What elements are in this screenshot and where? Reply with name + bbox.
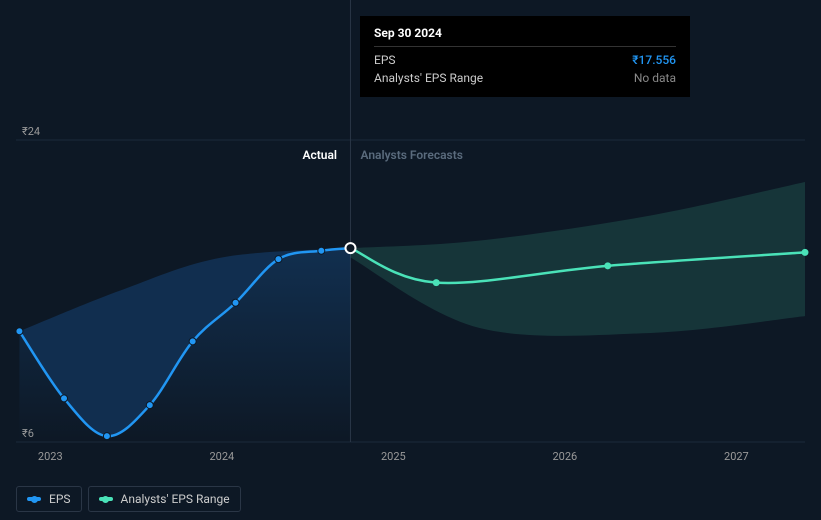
tooltip-date: Sep 30 2024 [374, 26, 676, 47]
actual-section-label: Actual [302, 148, 337, 162]
tooltip-row: Analysts' EPS Range No data [374, 69, 676, 87]
eps-chart-container: ₹6₹2420232024202520262027 Actual Analyst… [0, 0, 821, 520]
tooltip-row: EPS ₹17.556 [374, 51, 676, 69]
legend-label: EPS [49, 492, 71, 506]
legend-dot-icon [27, 497, 41, 501]
svg-text:₹24: ₹24 [22, 125, 40, 138]
svg-text:2025: 2025 [381, 450, 406, 463]
svg-text:2027: 2027 [724, 450, 749, 463]
svg-text:2026: 2026 [553, 450, 578, 463]
svg-text:2023: 2023 [38, 450, 63, 463]
chart-tooltip: Sep 30 2024 EPS ₹17.556 Analysts' EPS Rang… [360, 16, 690, 97]
tooltip-row-value: ₹17.556 [632, 53, 676, 67]
legend-item-analysts-eps-range[interactable]: Analysts' EPS Range [88, 486, 241, 512]
tooltip-row-value: No data [634, 71, 676, 85]
legend-dot-icon [99, 497, 113, 501]
legend-label: Analysts' EPS Range [121, 492, 230, 506]
forecast-section-label: Analysts Forecasts [360, 148, 462, 162]
tooltip-row-label: EPS [374, 53, 396, 67]
svg-text:2024: 2024 [209, 450, 234, 463]
tooltip-row-label: Analysts' EPS Range [374, 71, 483, 85]
chart-legend: EPS Analysts' EPS Range [16, 486, 241, 512]
legend-item-eps[interactable]: EPS [16, 486, 82, 512]
